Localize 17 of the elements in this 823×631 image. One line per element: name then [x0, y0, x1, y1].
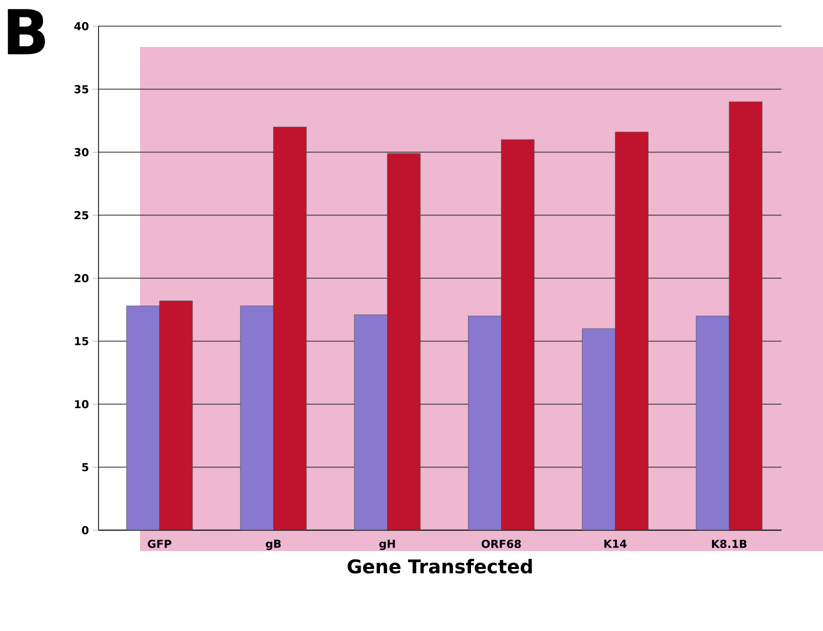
x-tick-label: K14: [604, 540, 627, 548]
y-tick-label: 35: [74, 85, 88, 94]
x-tick-label: K8.1B: [712, 540, 747, 548]
y-tick-label: 5: [82, 463, 88, 472]
y-tick-label: 25: [74, 211, 88, 220]
y-tick-label: 10: [75, 400, 89, 408]
x-tick-label: gB: [266, 540, 281, 550]
x-axis-title: Gene Transfected: [348, 558, 532, 574]
y-tick-label: 40: [74, 22, 89, 30]
x-tick-label: GFP: [148, 540, 172, 548]
text: B: [8, 9, 45, 54]
x-tick-label: gH: [379, 540, 395, 550]
x-tick-label: ORF68: [482, 540, 521, 548]
y-tick-label: 15: [75, 337, 88, 346]
y-tick-label: 0: [82, 526, 89, 534]
y-tick-label: 20: [74, 274, 89, 282]
y-tick-label: 30: [74, 148, 89, 156]
